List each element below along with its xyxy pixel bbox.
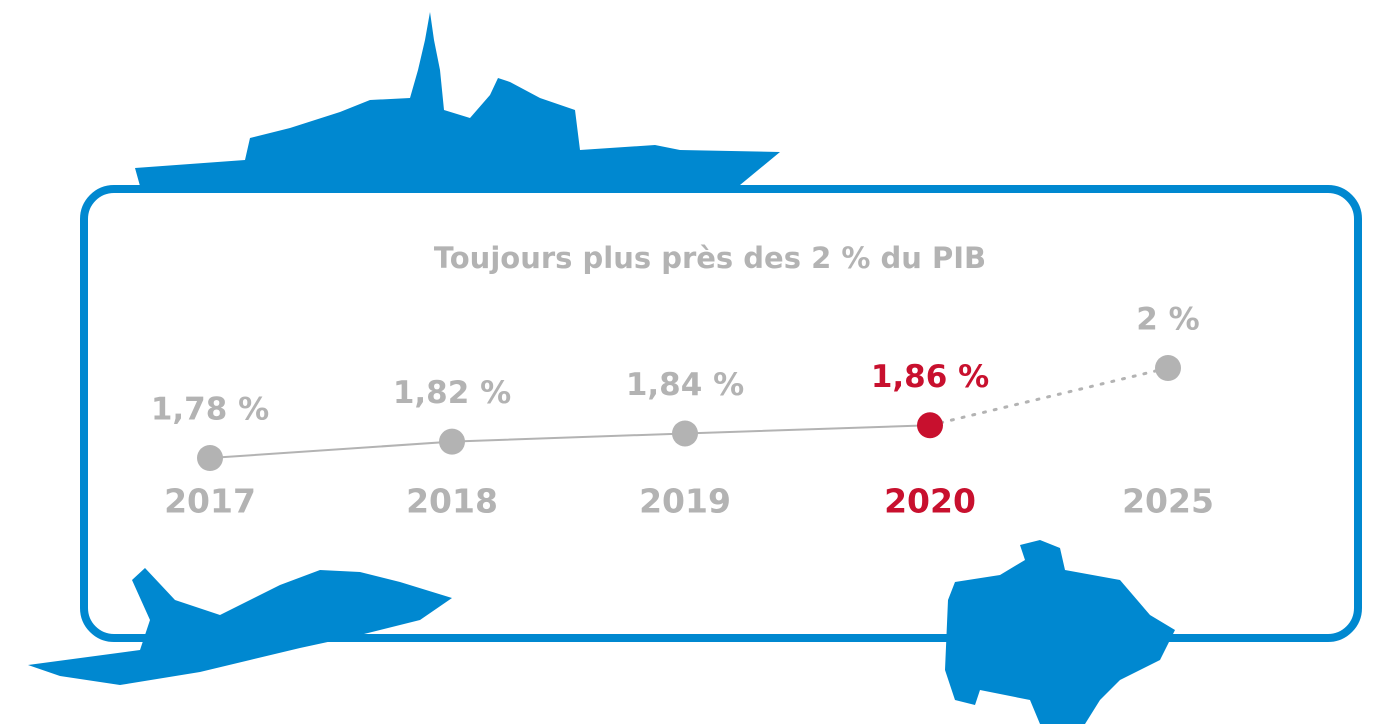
value-label: 1,84 % <box>626 367 744 403</box>
line-segment <box>452 433 685 441</box>
x-tick-label: 2019 <box>639 482 731 521</box>
line-segment <box>685 425 930 433</box>
ship-icon <box>135 12 780 186</box>
data-point <box>672 420 698 446</box>
data-point <box>917 412 943 438</box>
data-point <box>439 429 465 455</box>
value-label: 1,78 % <box>151 392 269 428</box>
chart-title: Toujours plus près des 2 % du PIB <box>434 241 986 275</box>
x-tick-label: 2025 <box>1122 482 1214 521</box>
value-label: 2 % <box>1136 302 1199 338</box>
x-tick-label: 2018 <box>406 482 498 521</box>
data-point <box>197 445 223 471</box>
value-label: 1,86 % <box>871 359 989 395</box>
value-label: 1,82 % <box>393 375 511 411</box>
infographic: Toujours plus près des 2 % du PIB 1,78 %… <box>0 0 1379 724</box>
x-tick-label: 2020 <box>884 482 976 521</box>
data-point <box>1155 355 1181 381</box>
vehicle-icon <box>945 540 1175 724</box>
x-tick-label: 2017 <box>164 482 256 521</box>
line-segment <box>210 442 452 458</box>
